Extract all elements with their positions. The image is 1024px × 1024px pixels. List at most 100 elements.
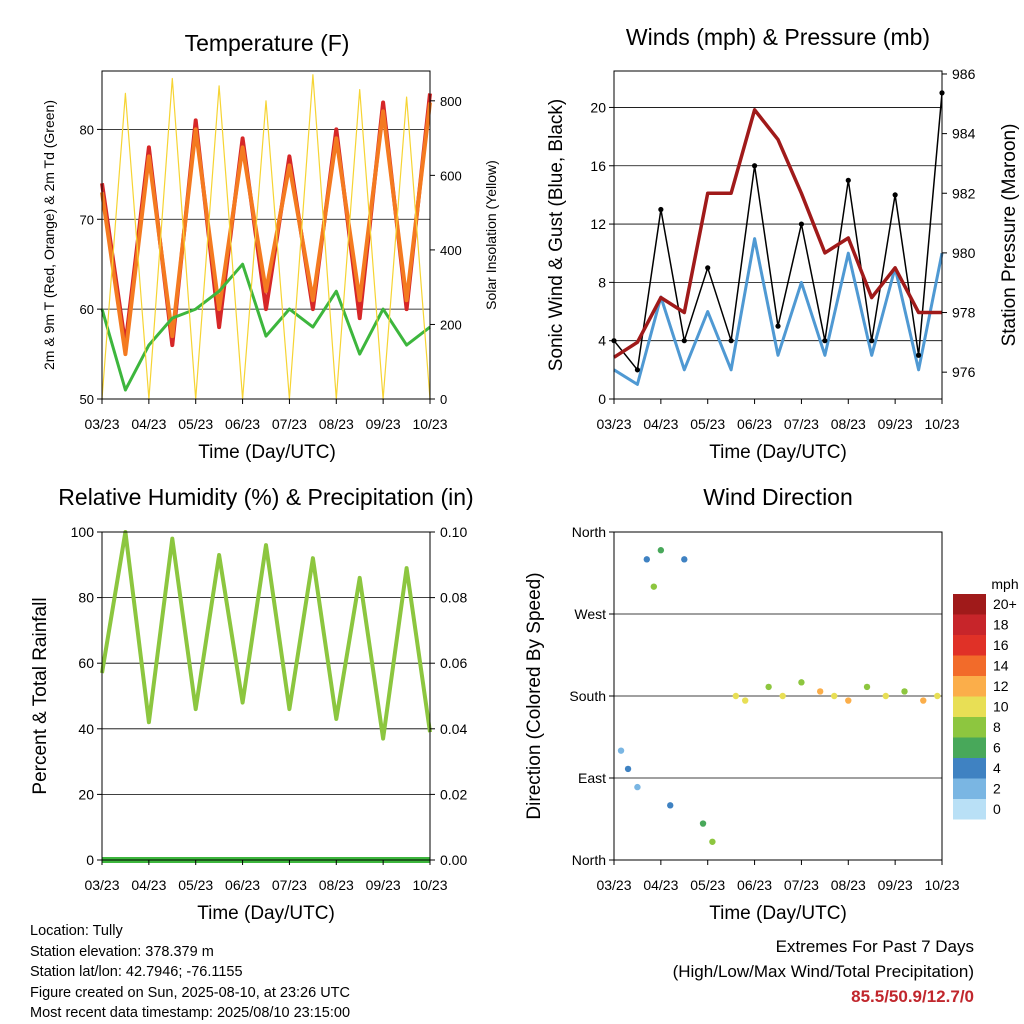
- y2-tick-label: 0.00: [440, 852, 467, 868]
- gust-point: [892, 192, 898, 198]
- y2-tick-label: 0: [440, 392, 447, 407]
- x-tick-label: 05/23: [178, 416, 213, 432]
- x-tick-label: 06/23: [225, 877, 260, 893]
- x-tick-label: 05/23: [178, 877, 213, 893]
- y-tick-label: 80: [78, 590, 94, 606]
- gust-point: [705, 265, 711, 271]
- legend-swatch: [953, 778, 986, 799]
- temperature-xlabel: Time (Day/UTC): [198, 442, 336, 463]
- winds-xlabel: Time (Day/UTC): [709, 442, 847, 463]
- direction-point: [709, 838, 716, 845]
- y-tick-label: 80: [80, 122, 94, 137]
- legend-label: 2: [993, 781, 1001, 797]
- legend-swatch: [953, 594, 986, 615]
- y-tick-label: 100: [71, 524, 95, 540]
- gust-point: [822, 338, 828, 344]
- y2-tick-label: 0.02: [440, 786, 467, 802]
- y-tick-label: 4: [598, 333, 606, 349]
- direction-point: [798, 679, 805, 686]
- x-tick-label: 04/23: [131, 416, 166, 432]
- y-tick-label: 50: [80, 392, 94, 407]
- x-tick-label: 07/23: [784, 416, 819, 432]
- direction-point: [650, 583, 658, 590]
- y-tick-label: 60: [78, 655, 94, 671]
- x-tick-label: 08/23: [831, 877, 866, 893]
- y-tick-label: South: [569, 688, 606, 704]
- y-tick-label: 0: [598, 391, 606, 407]
- x-tick-label: 05/23: [690, 416, 725, 432]
- winds-title: Winds (mph) & Pressure (mb): [626, 24, 930, 50]
- wind-series-line: [613, 237, 944, 386]
- direction-point: [831, 692, 838, 700]
- pressure-series-line: [613, 108, 942, 359]
- legend-title: mph: [991, 576, 1018, 592]
- x-tick-label: 07/23: [784, 877, 819, 893]
- winds-ylabel: Sonic Wind & Gust (Blue, Black): [546, 99, 567, 371]
- x-tick-label: 03/23: [596, 877, 631, 893]
- x-tick-label: 09/23: [878, 416, 913, 432]
- legend-label: 10: [993, 699, 1009, 715]
- x-tick-label: 08/23: [319, 416, 354, 432]
- direction-point: [934, 692, 941, 700]
- latlon-text: Station lat/lon: 42.7946; -76.1155: [30, 964, 243, 980]
- winds-panel: Winds (mph) & Pressure (mb) 0 4 8 12 16 20 976…: [546, 24, 1020, 463]
- solar-series-line: [101, 74, 431, 400]
- x-tick-label: 09/23: [366, 416, 401, 432]
- rh-ylabel: Percent & Total Rainfall: [30, 597, 51, 794]
- wind-direction-title: Wind Direction: [703, 484, 853, 510]
- extremes-values: 85.5/50.9/12.7/0: [851, 987, 974, 1006]
- temperature-panel: Temperature (F) 50607080020040060080003/…: [41, 30, 499, 463]
- legend-swatch: [953, 717, 986, 738]
- y2-tick-label: 0.08: [440, 590, 467, 606]
- y-tick-label: 8: [598, 274, 606, 290]
- winds-y2label: Station Pressure (Maroon): [999, 124, 1020, 347]
- y2-tick-label: 400: [440, 243, 462, 258]
- created-text: Figure created on Sun, 2025-08-10, at 23…: [30, 984, 350, 1001]
- y-tick-label: 60: [80, 302, 94, 317]
- direction-point: [882, 692, 889, 700]
- extremes-title: Extremes For Past 7 Days: [775, 937, 974, 956]
- x-tick-label: 04/23: [643, 877, 678, 893]
- y2-tick-label: 976: [952, 364, 976, 380]
- direction-point: [657, 547, 665, 554]
- x-tick-label: 08/23: [319, 877, 354, 893]
- recent-text: Most recent data timestamp: 2025/08/10 2…: [30, 1005, 351, 1021]
- temperature-y2label: Solar Insolation (Yellow): [483, 160, 499, 310]
- y2-tick-label: 0.06: [440, 655, 467, 671]
- gust-point: [634, 367, 641, 373]
- x-tick-label: 10/23: [924, 877, 959, 893]
- legend-swatch: [953, 635, 986, 656]
- y2-tick-label: 600: [440, 168, 462, 183]
- y2-tick-label: 800: [440, 94, 462, 109]
- elevation-text: Station elevation: 378.379 m: [30, 943, 214, 960]
- gust-point: [869, 338, 875, 344]
- gust-point: [775, 323, 781, 329]
- winds-plot-frame: [613, 70, 943, 400]
- direction-point: [920, 697, 927, 704]
- extremes-box: Extremes For Past 7 Days (High/Low/Max W…: [673, 934, 974, 1009]
- legend-label: 18: [993, 617, 1009, 633]
- x-tick-label: 10/23: [924, 416, 959, 432]
- legend-label: 14: [993, 658, 1009, 674]
- y-tick-label: East: [578, 770, 606, 786]
- legend-label: 6: [993, 740, 1001, 756]
- rh-series-line: [100, 530, 432, 741]
- legend-swatch: [953, 655, 986, 676]
- temp_9m-series-line: [100, 102, 432, 357]
- y2-tick-label: 0.10: [440, 524, 467, 540]
- gust-point: [681, 338, 687, 344]
- legend-swatch: [953, 676, 986, 697]
- x-tick-label: 06/23: [737, 877, 772, 893]
- direction-point: [624, 765, 632, 773]
- dewpoint-series-line: [100, 262, 431, 392]
- y-tick-label: 40: [78, 721, 94, 737]
- x-tick-label: 04/23: [643, 416, 678, 432]
- legend-label: 12: [993, 678, 1009, 694]
- temperature-title: Temperature (F): [185, 30, 350, 56]
- y-tick-label: North: [572, 852, 606, 868]
- legend-swatch: [953, 696, 986, 717]
- rh-precip-panel: Relative Humidity (%) & Precipitation (i…: [30, 484, 474, 924]
- direction-point: [816, 688, 824, 695]
- x-tick-label: 07/23: [272, 877, 307, 893]
- x-tick-label: 05/23: [690, 877, 725, 893]
